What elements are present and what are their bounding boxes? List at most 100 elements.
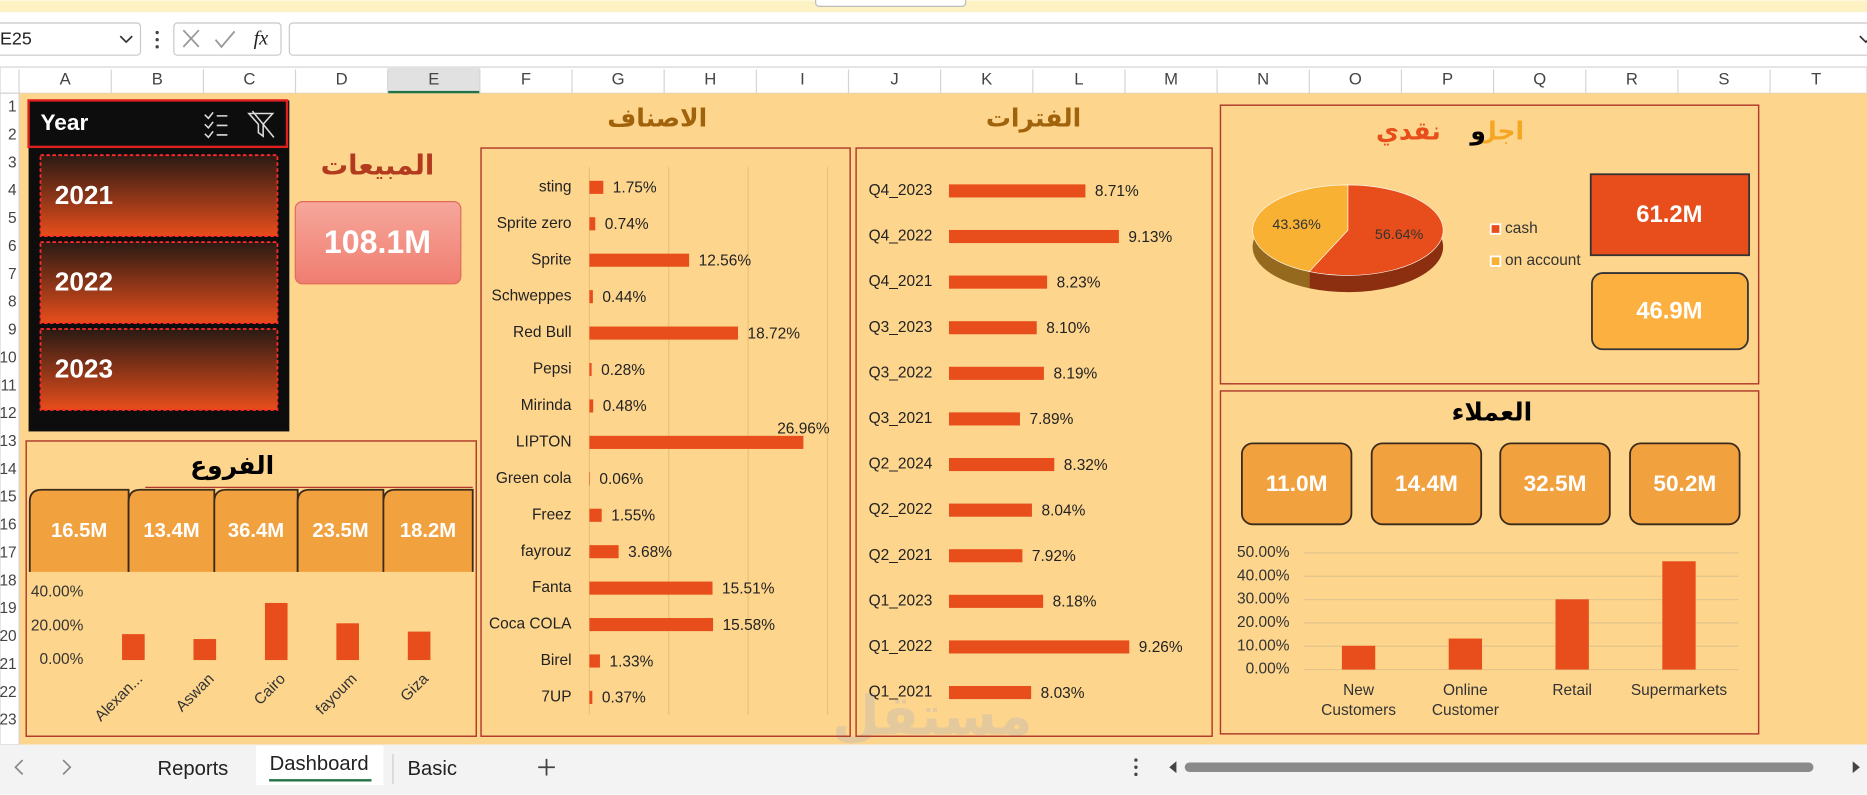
- slicer-item[interactable]: [39, 241, 279, 324]
- column-letter: J: [890, 70, 898, 89]
- kpi-card: [1591, 272, 1749, 351]
- sheet-tab: Basic: [407, 758, 456, 780]
- pie-label: 56.64%: [1375, 227, 1424, 243]
- y-tick-label: 40.00%: [1237, 567, 1290, 584]
- row-number: 21: [0, 656, 17, 673]
- kpi-value: 50.2M: [1653, 471, 1716, 496]
- row-number: 20: [0, 628, 17, 645]
- category-label: Q1_2022: [869, 638, 933, 655]
- add-sheet[interactable]: [538, 758, 555, 776]
- bar: [948, 549, 1023, 563]
- category-label: fayrouz: [521, 543, 572, 560]
- bar: [589, 472, 590, 486]
- data-label: 7.89%: [1030, 411, 1074, 428]
- data-label: 9.26%: [1139, 639, 1183, 656]
- chart-title: الفروع: [190, 451, 274, 481]
- bar: [589, 690, 593, 704]
- ribbon-tab: [815, 0, 967, 7]
- kpi-card: [1370, 442, 1483, 526]
- bar: [948, 640, 1130, 654]
- row-number: 7: [8, 266, 17, 283]
- category-label: Q3_2023: [869, 319, 933, 336]
- kpi-value: 46.9M: [1636, 298, 1702, 325]
- column-letter: P: [1442, 70, 1453, 89]
- bar: [589, 290, 593, 304]
- row-number: 17: [0, 544, 17, 561]
- bar: [1448, 638, 1483, 670]
- data-label: 0.37%: [602, 690, 646, 707]
- bar: [589, 399, 594, 413]
- column-letter: A: [60, 70, 72, 89]
- category-label: Birel: [541, 652, 572, 669]
- formula-expand: [1859, 35, 1867, 44]
- selected-column: [387, 67, 480, 94]
- column-letter: S: [1718, 70, 1729, 89]
- kpi-value: 18.2M: [400, 520, 456, 542]
- column-letter: O: [1349, 70, 1362, 89]
- prev-sheet[interactable]: [14, 759, 24, 775]
- legend-label: cash: [1505, 220, 1538, 237]
- kpi-value: 11.0M: [1266, 471, 1328, 496]
- bar: [589, 618, 714, 632]
- row-number: 13: [0, 433, 17, 450]
- x-tick-label: New Customers: [1321, 682, 1396, 719]
- category-label: Sprite: [531, 251, 571, 268]
- kpi-value: 32.5M: [1524, 471, 1587, 496]
- bar: [948, 686, 1032, 700]
- bar: [122, 634, 145, 661]
- y-tick-label: 0.00%: [1246, 661, 1290, 678]
- y-tick-label: 0.00%: [39, 651, 83, 668]
- pie-slice: [1252, 184, 1349, 272]
- x-tick-label: Retail: [1552, 682, 1592, 699]
- formula-input[interactable]: [288, 22, 1867, 56]
- column-letter: E: [428, 70, 439, 89]
- bar: [264, 602, 288, 661]
- category-label: Q2_2022: [869, 501, 933, 518]
- menu-dot: [1134, 772, 1138, 777]
- legend-label: on account: [1505, 252, 1581, 269]
- row-number: 18: [0, 572, 17, 589]
- cancel-icon: [182, 29, 200, 48]
- data-label: 8.10%: [1046, 320, 1090, 337]
- category-label: Q1_2023: [869, 592, 933, 609]
- slicer-item-label: 2023: [55, 354, 113, 384]
- bar: [589, 253, 690, 267]
- name-box[interactable]: [0, 22, 142, 56]
- sheet-tab: Reports: [157, 758, 228, 780]
- slicer-item[interactable]: [39, 328, 279, 411]
- y-tick-label: 20.00%: [31, 617, 84, 634]
- data-label: 0.48%: [603, 398, 647, 415]
- category-label: sting: [539, 178, 572, 195]
- kpi-card: [1240, 442, 1353, 526]
- h-scrollbar[interactable]: [1184, 762, 1814, 772]
- row-number: 22: [0, 684, 17, 701]
- next-sheet[interactable]: [62, 759, 72, 775]
- category-label: Schweppes: [492, 288, 572, 305]
- clear-filter-icon[interactable]: [247, 110, 275, 138]
- bar: [589, 508, 602, 522]
- row-number: 8: [8, 294, 17, 311]
- multi-select-icon[interactable]: [204, 111, 228, 139]
- slicer-item-label: 2022: [55, 267, 113, 297]
- bar: [589, 581, 713, 595]
- chart-title: العملاء: [1452, 398, 1533, 427]
- column-letter: H: [704, 70, 716, 89]
- chart-title-part: اجل: [1475, 117, 1524, 146]
- data-label: 1.75%: [613, 180, 657, 197]
- column-letter: I: [800, 70, 805, 89]
- slicer-title: Year: [40, 110, 88, 135]
- kpi-card: [1589, 173, 1751, 257]
- row-number: 6: [8, 238, 17, 255]
- kpi-value: 36.4M: [228, 520, 284, 542]
- data-label: 1.33%: [609, 653, 653, 670]
- data-label: 3.68%: [628, 544, 672, 561]
- column-header-bar: [0, 66, 1867, 94]
- row-number: 9: [8, 322, 17, 339]
- category-label: Freez: [532, 506, 572, 523]
- legend-swatch: [1489, 223, 1502, 235]
- bar: [1341, 645, 1376, 670]
- slicer-item[interactable]: [39, 154, 279, 238]
- kpi-card: [213, 488, 299, 572]
- category-label: Red Bull: [513, 324, 571, 341]
